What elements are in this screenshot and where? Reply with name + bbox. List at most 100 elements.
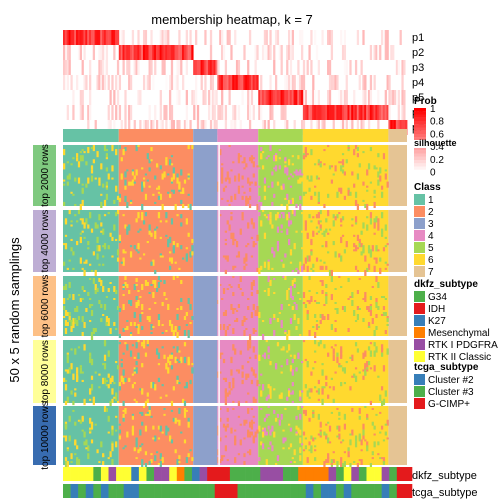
heat-cell	[92, 328, 95, 334]
heat-cell	[371, 286, 374, 288]
heat-cell	[113, 322, 116, 326]
heat-cell	[384, 173, 387, 180]
prob-cell	[195, 60, 198, 75]
heat-cell	[118, 193, 122, 198]
heat-cell	[176, 214, 179, 217]
heat-cell	[176, 332, 179, 338]
dkfz-cell	[63, 467, 71, 481]
heat-cell	[354, 216, 358, 223]
heat-cell	[180, 306, 183, 310]
heat-cell	[299, 390, 302, 397]
heat-cell	[157, 191, 161, 194]
heat-cell	[308, 276, 311, 280]
heat-cell	[256, 234, 259, 237]
tcga-cell	[290, 484, 299, 498]
heat-cell	[248, 334, 252, 340]
prob-cell	[362, 75, 365, 90]
heat-cell	[70, 163, 73, 166]
prob-cell	[150, 120, 153, 135]
heat-cell	[338, 212, 341, 215]
heat-cell	[76, 375, 79, 382]
heat-cell	[356, 348, 360, 353]
heat-cell	[63, 179, 66, 182]
heat-cell	[287, 330, 291, 336]
heat-cell	[245, 328, 248, 330]
dkfz-cell	[290, 467, 299, 481]
heat-cell	[254, 398, 257, 403]
heat-cell	[243, 265, 246, 270]
heat-cell	[325, 245, 328, 248]
heat-cell	[247, 361, 250, 364]
prob-cell	[172, 120, 175, 135]
heat-cell	[232, 328, 235, 334]
prob-cell	[193, 60, 196, 75]
prob-cell	[364, 90, 367, 105]
heat-cell	[384, 169, 387, 172]
heat-cell	[319, 435, 322, 438]
heat-cell	[221, 167, 224, 174]
heat-cell	[291, 369, 294, 376]
heat-cell	[152, 280, 155, 284]
heat-cell	[263, 177, 267, 184]
prob-cell	[174, 45, 177, 60]
prob-cell	[182, 75, 185, 90]
heat-cell	[276, 226, 280, 233]
heat-cell	[150, 261, 153, 266]
heat-cell	[380, 191, 384, 198]
prob-cell	[148, 75, 151, 90]
heat-cell	[168, 193, 172, 198]
heat-cell	[124, 185, 127, 190]
heat-cell	[252, 173, 255, 178]
heat-cell	[319, 280, 322, 282]
heat-cell	[310, 449, 313, 454]
class-annotation-bar	[63, 129, 407, 142]
heat-block-5	[63, 406, 407, 469]
heat-cell	[232, 344, 235, 351]
heat-cell	[327, 457, 330, 464]
heat-cell	[122, 294, 125, 296]
prob-cell	[289, 90, 293, 105]
heat-cell	[291, 296, 294, 300]
prob-cell	[384, 105, 387, 120]
heat-cell	[295, 267, 298, 270]
heat-cell	[323, 431, 326, 436]
dkfz-legend-label: RTK II Classic	[428, 352, 491, 363]
heat-cell	[157, 377, 161, 382]
prob-legend-tick: 0.8	[430, 117, 444, 128]
prob-cell	[189, 45, 192, 60]
heat-cell	[295, 326, 298, 330]
heat-cell	[258, 167, 261, 170]
prob-cell	[141, 45, 144, 60]
heat-cell	[362, 318, 365, 322]
heat-cell	[362, 423, 365, 430]
heat-cell	[92, 400, 95, 403]
heat-cell	[299, 203, 302, 211]
prob-cell	[286, 90, 289, 105]
heat-cell	[131, 171, 135, 176]
heat-cell	[137, 300, 140, 306]
prob-cell	[263, 30, 267, 45]
heat-cell	[364, 373, 367, 376]
prob-cell	[64, 30, 68, 45]
heat-cell	[315, 320, 319, 322]
heat-cell	[369, 310, 373, 316]
heat-cell	[64, 461, 68, 467]
heat-cell	[250, 284, 254, 290]
heat-cell	[226, 220, 229, 225]
prob-cell	[213, 90, 216, 105]
heat-cell	[187, 361, 190, 366]
heat-cell	[354, 435, 358, 442]
heat-cell	[226, 199, 229, 202]
heat-cell	[334, 371, 337, 374]
heat-cell	[180, 298, 183, 302]
heat-cell	[364, 203, 367, 209]
heat-cell	[89, 431, 92, 434]
heat-cell	[287, 159, 291, 166]
heat-cell	[327, 251, 330, 254]
heat-cell	[358, 435, 361, 442]
prob-cell	[291, 90, 294, 105]
prob-cell	[252, 75, 255, 90]
heat-cell	[154, 280, 157, 282]
heat-cell	[258, 384, 261, 387]
heat-cell	[304, 191, 307, 194]
